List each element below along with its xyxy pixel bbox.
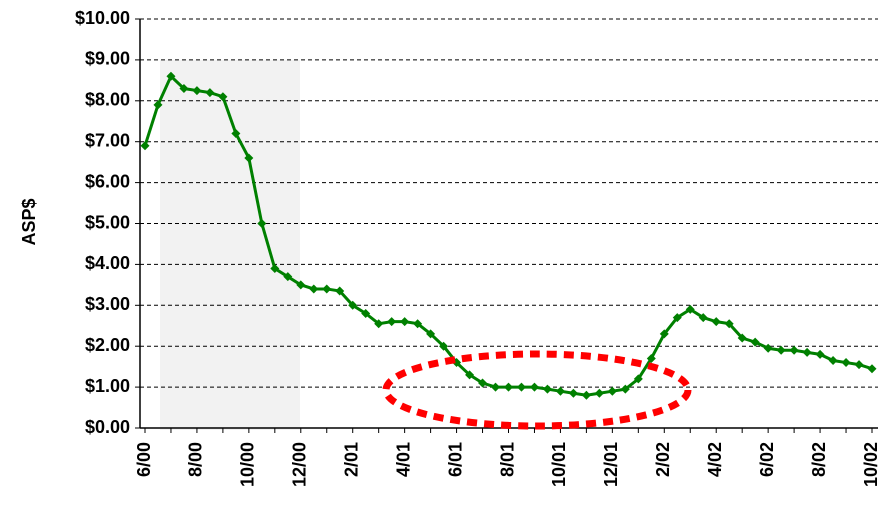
data-point [841, 358, 851, 368]
y-tick-label: $5.00 [85, 212, 130, 232]
data-point [166, 71, 176, 81]
x-tick-label: 10/02 [861, 442, 881, 487]
data-point [374, 319, 384, 329]
data-point [854, 360, 864, 370]
data-point [542, 384, 552, 394]
data-point [620, 384, 630, 394]
x-tick-label: 12/01 [601, 442, 621, 487]
data-point [179, 84, 189, 94]
data-point [815, 349, 825, 359]
data-point [192, 86, 202, 96]
data-point [387, 317, 397, 327]
x-tick-label: 8/00 [186, 442, 206, 477]
y-tick-label: $4.00 [85, 253, 130, 273]
data-point [555, 386, 565, 396]
x-tick-label: 8/01 [497, 442, 517, 477]
data-point [231, 129, 241, 139]
data-point [465, 370, 475, 380]
data-point [607, 386, 617, 396]
x-tick-label: 12/00 [290, 442, 310, 487]
x-tick-label: 10/00 [238, 442, 258, 487]
data-point [516, 382, 526, 392]
data-point [659, 329, 669, 339]
data-point [426, 329, 436, 339]
x-tick-label: 6/01 [445, 442, 465, 477]
x-tick-label: 8/02 [809, 442, 829, 477]
data-point [568, 388, 578, 398]
data-point [140, 141, 150, 151]
data-point [750, 337, 760, 347]
y-tick-label: $0.00 [85, 417, 130, 437]
y-tick-label: $7.00 [85, 130, 130, 150]
data-point [413, 319, 423, 329]
data-point [672, 313, 682, 323]
y-tick-label: $1.00 [85, 376, 130, 396]
data-point [828, 356, 838, 366]
y-axis-label: ASP$ [19, 198, 39, 245]
data-point [283, 272, 293, 282]
data-point [153, 100, 163, 110]
data-point [685, 304, 695, 314]
data-point [296, 280, 306, 290]
x-tick-label: 4/01 [393, 442, 413, 477]
data-point [737, 333, 747, 343]
data-point [776, 345, 786, 355]
data-point [633, 374, 643, 384]
y-tick-label: $8.00 [85, 90, 130, 110]
data-point [257, 219, 267, 228]
y-tick-label: $6.00 [85, 171, 130, 191]
data-point [322, 284, 332, 294]
data-point [361, 308, 371, 318]
data-point [698, 313, 708, 323]
x-tick-label: 4/02 [705, 442, 725, 477]
data-point [594, 388, 604, 398]
data-point [581, 390, 591, 400]
y-tick-label: $10.00 [75, 8, 130, 28]
data-point [789, 345, 799, 355]
data-point [529, 382, 539, 392]
y-tick-label: $9.00 [85, 49, 130, 69]
x-tick-label: 6/00 [134, 442, 154, 477]
x-tick-label: 2/02 [653, 442, 673, 477]
highlight-ellipse [382, 350, 692, 430]
y-tick-label: $3.00 [85, 294, 130, 314]
data-point [491, 382, 501, 392]
x-tick-label: 10/01 [549, 442, 569, 487]
data-point [867, 364, 877, 374]
data-point [348, 300, 358, 310]
y-tick-label: $2.00 [85, 335, 130, 355]
x-tick-label: 6/02 [757, 442, 777, 477]
data-point [763, 343, 773, 353]
data-point [504, 382, 513, 392]
data-point [205, 88, 215, 98]
data-point [335, 286, 345, 296]
data-point [711, 317, 721, 327]
data-point [439, 341, 449, 351]
data-point [244, 153, 254, 163]
data-point [218, 92, 228, 102]
data-point [802, 347, 812, 357]
data-point [400, 317, 410, 327]
x-tick-label: 2/01 [341, 442, 361, 477]
data-point [724, 319, 734, 329]
data-point [646, 353, 656, 363]
data-point [309, 284, 319, 294]
data-point [270, 263, 280, 273]
data-point [478, 378, 488, 388]
background-image [160, 60, 300, 430]
